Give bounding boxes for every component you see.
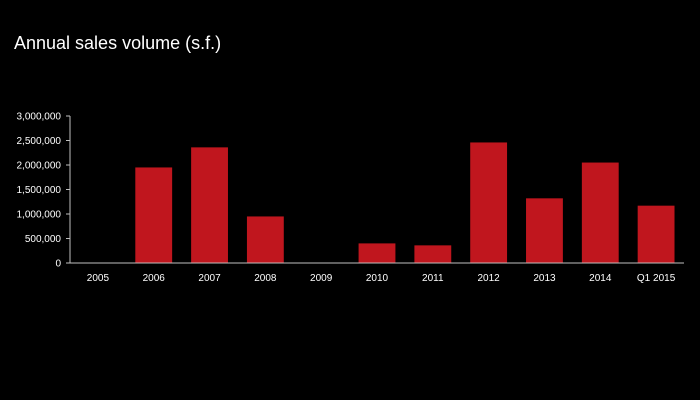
x-tick-label: 2013 — [533, 273, 556, 284]
x-tick-label: 2010 — [366, 273, 389, 284]
bar-2012 — [470, 142, 508, 263]
x-tick-label: 2012 — [478, 273, 501, 284]
y-tick-label: 3,000,000 — [17, 112, 62, 123]
x-tick-label: 2008 — [254, 273, 277, 284]
bar-2014 — [581, 162, 619, 263]
x-tick-label: 2007 — [198, 273, 221, 284]
y-tick-label: 1,000,000 — [17, 210, 62, 221]
x-tick-label: 2005 — [87, 273, 110, 284]
y-tick-label: 0 — [55, 259, 61, 270]
bar-2008 — [246, 216, 284, 263]
y-tick-label: 1,500,000 — [17, 185, 62, 196]
x-tick-label: 2009 — [310, 273, 333, 284]
y-tick-label: 2,000,000 — [17, 161, 62, 172]
x-tick-label: 2006 — [143, 273, 166, 284]
bar-2013 — [526, 198, 563, 263]
bar-2011 — [414, 245, 452, 263]
x-tick-label: 2014 — [589, 273, 612, 284]
x-tick-label: 2011 — [422, 273, 444, 284]
bar-2006 — [135, 167, 173, 263]
x-tick-label: Q1 2015 — [637, 273, 676, 284]
chart-title: Annual sales volume (s.f.) — [14, 33, 222, 53]
bar-q1-2015 — [637, 205, 675, 263]
y-tick-label: 500,000 — [25, 234, 62, 245]
bar-2007 — [191, 147, 228, 263]
y-tick-label: 2,500,000 — [17, 136, 62, 147]
bar-2010 — [358, 243, 396, 263]
